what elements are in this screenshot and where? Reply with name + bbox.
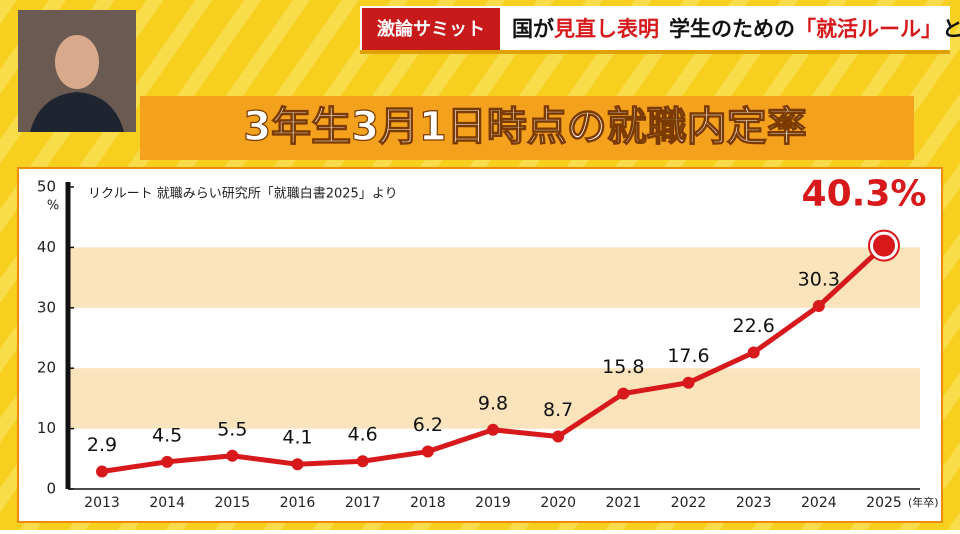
x-unit: (年卒) xyxy=(908,495,939,509)
value-label: 8.7 xyxy=(543,399,573,421)
x-tick-label: 2018 xyxy=(410,495,446,511)
value-label: 9.8 xyxy=(478,392,508,414)
source-note: リクルート 就職みらい研究所「就職白書2025」より xyxy=(88,186,398,202)
value-label: 6.2 xyxy=(413,414,443,436)
plot: 0 10 20 30 40 50 2.9 4.5 5.5 4.1 4.6 6.2 9.8 8.7 15.8 1… xyxy=(37,174,939,511)
x-tick-label: 2025 xyxy=(866,495,902,511)
y-tick-label: 30 xyxy=(37,298,56,316)
data-point xyxy=(812,299,825,312)
y-tick-label: 10 xyxy=(37,419,56,437)
y-tick-label: 0 xyxy=(46,480,56,498)
logo: 激論サミット xyxy=(377,18,485,40)
y-tick-label: 50 xyxy=(37,178,56,196)
data-point xyxy=(161,455,174,468)
presenter-face xyxy=(55,35,99,89)
presenter-suit xyxy=(30,92,124,132)
grid-band xyxy=(68,247,920,308)
data-point xyxy=(873,234,895,257)
x-tick-label: 2019 xyxy=(475,495,511,511)
x-tick-label: 2023 xyxy=(736,495,772,511)
chart-panel xyxy=(17,167,943,523)
value-label: 40.3% xyxy=(802,174,927,215)
x-tick-label: 2021 xyxy=(606,495,642,511)
header-rule xyxy=(360,50,950,54)
value-label: 30.3 xyxy=(798,268,840,290)
title-banner xyxy=(140,96,914,160)
value-label: 17.6 xyxy=(667,345,709,367)
data-point xyxy=(421,445,434,458)
y-unit: % xyxy=(47,199,59,214)
data-point xyxy=(291,458,304,471)
value-label: 2.9 xyxy=(87,434,117,456)
x-tick-label: 2024 xyxy=(801,495,837,511)
data-point xyxy=(747,346,760,359)
logo-box xyxy=(362,8,500,50)
data-point xyxy=(226,449,239,462)
value-label: 4.5 xyxy=(152,424,182,446)
y-tick-label: 20 xyxy=(37,359,56,377)
y-tick-label: 40 xyxy=(37,238,56,256)
x-tick-label: 2017 xyxy=(345,495,381,511)
value-label: 15.8 xyxy=(602,356,644,378)
x-tick-label: 2016 xyxy=(280,495,316,511)
headline-part: 国が xyxy=(512,17,554,41)
data-point xyxy=(487,423,499,436)
headline-part: 学生のための xyxy=(669,17,795,41)
data-point xyxy=(682,376,695,389)
headline-part: 「就活ルール」 xyxy=(795,17,942,41)
data-point xyxy=(617,387,630,400)
grid-band xyxy=(68,368,920,429)
data-point xyxy=(552,430,565,443)
value-label: 4.1 xyxy=(282,427,312,449)
value-label: 4.6 xyxy=(348,424,378,446)
x-tick-label: 2015 xyxy=(215,495,251,511)
x-tick-label: 2022 xyxy=(671,495,707,511)
headline-part: 見直し表明 xyxy=(554,17,659,41)
chart-title: 3年生3月1日時点の就職内定率 xyxy=(243,104,807,150)
headline-part: とは xyxy=(942,17,960,41)
data-point xyxy=(96,465,108,478)
data-point xyxy=(356,455,369,468)
value-label: 22.6 xyxy=(733,315,775,337)
x-tick-label: 2014 xyxy=(149,495,185,511)
x-tick-label: 2013 xyxy=(84,495,120,511)
value-label: 5.5 xyxy=(217,418,247,440)
x-tick-label: 2020 xyxy=(540,495,576,511)
